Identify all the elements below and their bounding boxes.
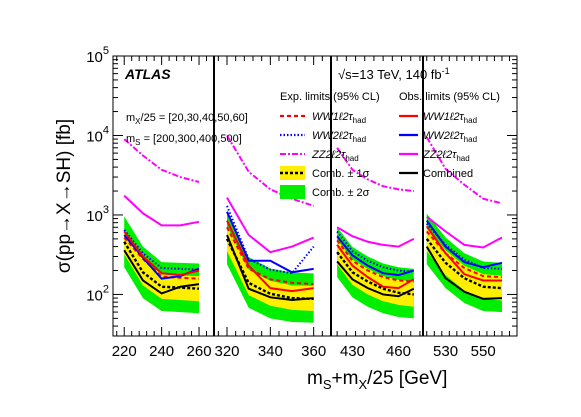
legend-obs-header: Obs. limits (95% CL): [399, 91, 500, 103]
series-exp-ww2-200: [123, 229, 200, 271]
series-exp-ww1-300: [226, 226, 314, 286]
legend-exp-ww2-label: WW2ℓ2τhad: [312, 130, 366, 144]
x-tick-label: 360: [301, 343, 326, 360]
x-tick-label: 550: [471, 343, 496, 360]
x-tick-label: 530: [433, 343, 458, 360]
series-exp-ww2-300: [226, 205, 315, 275]
x-axis-title: mS+mX/25 [GeV]: [307, 368, 447, 392]
series-exp-comb-400: [336, 251, 414, 296]
energy-label: √s=13 TeV, 140 fb-1: [338, 66, 450, 82]
series-exp-zz2-200: [123, 138, 200, 183]
series-obs-comb-300: [226, 234, 314, 302]
series-exp-comb-500: [425, 238, 503, 290]
x-tick-label: 240: [149, 343, 174, 360]
series-exp-zz2-300: [226, 134, 314, 207]
band-1sigma-500: [426, 226, 502, 301]
series-obs-zz2-400: [336, 226, 415, 248]
series-obs-comb-500: [425, 246, 503, 300]
legend: Exp. limits (95% CL) Obs. limits (95% CL…: [280, 91, 500, 199]
legend-obs-comb-label: Combined: [423, 168, 473, 180]
panel-500: [425, 136, 503, 313]
series-exp-zz2-400: [336, 147, 414, 193]
legend-exp-header: Exp. limits (95% CL): [280, 91, 380, 103]
legend-obs-zz2-label: ZZ2ℓ2τhad: [422, 149, 470, 163]
axes: 220 240 260 320 340 360 430 460 530 550 102 103 104 1…: [86, 45, 518, 360]
x-tick-label: 320: [214, 343, 239, 360]
series-exp-zz2-500: [425, 136, 503, 205]
legend-exp-zz2-label: ZZ2ℓ2τhad: [311, 149, 359, 163]
legend-band2-swatch: [280, 185, 305, 199]
series-exp-ww1-200: [123, 236, 200, 280]
legend-band1-label: Comb. ± 1σ: [312, 168, 370, 180]
legend-band2-label: Comb. ± 2σ: [312, 187, 370, 199]
legend-exp-ww1-label: WW1ℓ2τhad: [312, 111, 366, 125]
series-obs-ww1-400: [336, 244, 415, 290]
y-tick-label: 102: [86, 283, 109, 304]
x-tick-label: 340: [258, 343, 283, 360]
plot-area: [123, 134, 503, 323]
series-obs-ww1-200: [123, 230, 200, 277]
x-tick-label: 260: [187, 343, 212, 360]
ms-values-label: mS = [200,300,400,500]: [126, 133, 242, 147]
panel-200: [123, 138, 200, 314]
series-obs-ww1-300: [226, 220, 314, 293]
series-obs-zz2-300: [226, 197, 315, 254]
x-tick-label: 430: [340, 343, 365, 360]
series-obs-zz2-200: [123, 194, 200, 227]
series-obs-ww1-500: [425, 225, 502, 282]
panel-300: [225, 134, 315, 323]
mx-values-label: mX/25 = [20,30,40,50,60]: [126, 112, 248, 126]
series-obs-ww2-300: [226, 211, 314, 274]
y-tick-label: 105: [86, 45, 109, 66]
series-obs-zz2-500: [426, 215, 503, 249]
band-1sigma-200: [124, 229, 200, 302]
x-tick-label: 220: [112, 343, 137, 360]
series-exp-ww1-400: [336, 239, 414, 283]
y-tick-label: 103: [86, 204, 109, 225]
series-obs-ww2-500: [425, 219, 503, 269]
legend-obs-ww1-label: WW1ℓ2τhad: [423, 111, 477, 125]
series-obs-comb-200: [123, 249, 200, 295]
series-obs-comb-400: [336, 260, 415, 298]
series-exp-ww1-500: [426, 230, 503, 279]
atlas-label: ATLAS: [124, 66, 171, 82]
panel-400: [336, 147, 415, 319]
series-obs-ww2-400: [336, 235, 415, 277]
series-exp-ww2-400: [336, 230, 414, 273]
x-tick-label: 460: [386, 343, 411, 360]
plot-frame: [112, 55, 518, 337]
y-tick-label: 104: [86, 124, 109, 145]
y-axis-title: σ(pp→X→SH) [fb]: [54, 119, 75, 273]
legend-obs-ww2-label: WW2ℓ2τhad: [423, 130, 477, 144]
